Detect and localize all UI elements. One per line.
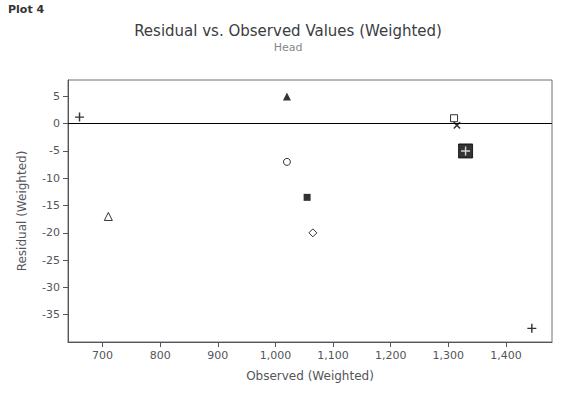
svg-text:Residual vs. Observed Values (: Residual vs. Observed Values (Weighted): [134, 22, 442, 40]
svg-text:-25: -25: [42, 254, 60, 267]
svg-text:Observed (Weighted): Observed (Weighted): [246, 369, 374, 383]
svg-text:Head: Head: [274, 41, 303, 54]
svg-text:0: 0: [53, 117, 60, 130]
svg-text:-10: -10: [42, 172, 60, 185]
svg-text:-5: -5: [49, 144, 60, 157]
svg-text:1,100: 1,100: [317, 349, 349, 362]
svg-text:1,300: 1,300: [433, 349, 465, 362]
svg-text:1,400: 1,400: [490, 349, 522, 362]
svg-text:-15: -15: [42, 199, 60, 212]
svg-text:-30: -30: [42, 281, 60, 294]
svg-text:Residual (Weighted): Residual (Weighted): [15, 151, 29, 272]
svg-text:-20: -20: [42, 226, 60, 239]
svg-text:1,000: 1,000: [260, 349, 292, 362]
svg-text:700: 700: [92, 349, 113, 362]
svg-text:5: 5: [53, 90, 60, 103]
svg-text:900: 900: [207, 349, 228, 362]
svg-text:1,200: 1,200: [375, 349, 407, 362]
svg-text:-35: -35: [42, 308, 60, 321]
svg-text:800: 800: [150, 349, 171, 362]
svg-text:Plot 4: Plot 4: [8, 3, 44, 16]
